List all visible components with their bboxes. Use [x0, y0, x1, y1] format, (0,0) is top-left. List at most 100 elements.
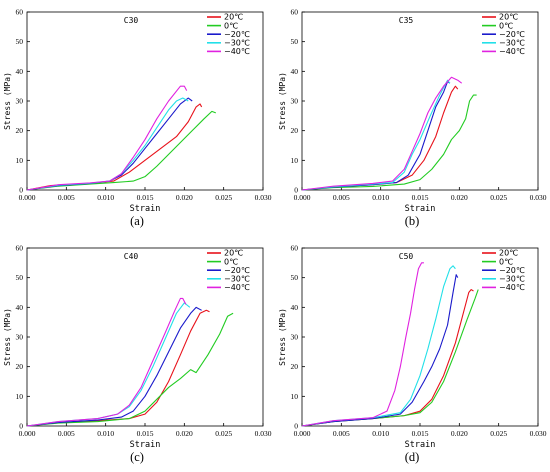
- x-tick-label: 0.025: [215, 193, 232, 202]
- x-axis-label: Strain: [130, 440, 161, 450]
- x-axis-label: Strain: [405, 204, 436, 214]
- y-tick-label: 40: [16, 67, 24, 76]
- y-tick-label: 20: [291, 362, 299, 371]
- x-tick-label: 0.000: [294, 193, 311, 202]
- series-line-0c: [26, 110, 216, 191]
- x-tick-label: 0.010: [372, 429, 389, 438]
- x-tick-label: 0.000: [294, 429, 311, 438]
- legend-label-20c: 20℃: [499, 249, 518, 258]
- y-tick-label: 0: [294, 422, 298, 431]
- y-tick-label: 50: [16, 273, 24, 282]
- x-tick-label: 0.020: [451, 429, 468, 438]
- panel-label-c: (c): [130, 450, 144, 464]
- y-tick-label: 10: [16, 392, 24, 401]
- y-tick-label: 40: [291, 67, 299, 76]
- panel-d: 0.000 0.005 0.010 0.015 0.020 0.025 0.030 0 10 20…: [275, 236, 550, 472]
- x-tick-label: 0.000: [19, 429, 36, 438]
- legend-label-0c: 0℃: [224, 21, 238, 30]
- series-line-20c: [301, 288, 474, 427]
- x-tick-label: 0.005: [58, 429, 75, 438]
- legend-label-20c: 20℃: [224, 249, 243, 258]
- x-tick-label: 0.030: [530, 193, 547, 202]
- x-tick-label: 0.000: [19, 193, 36, 202]
- y-tick-label: 0: [19, 186, 23, 195]
- chart-a: 0.000 0.005 0.010 0.015 0.020 0.025 0.030 0 10 20…: [3, 8, 272, 215]
- y-axis-label: Stress (MPa): [3, 308, 12, 366]
- x-axis-label: Strain: [405, 440, 436, 450]
- legend-label-20c: 20℃: [224, 13, 243, 22]
- legend-label-0c: 0℃: [499, 21, 513, 30]
- legend-label-minus40c: −40℃: [499, 283, 525, 292]
- legend-label-0c: 0℃: [499, 257, 513, 266]
- chart-title: C30: [124, 16, 139, 25]
- y-tick-label: 40: [16, 303, 24, 312]
- x-axis-label: Strain: [130, 204, 161, 214]
- x-tick-label: 0.010: [97, 193, 114, 202]
- series-line-0c: [26, 312, 234, 427]
- x-tick-label: 0.020: [176, 193, 193, 202]
- chart-b: 0.000 0.005 0.010 0.015 0.020 0.025 0.030 0 10 20…: [278, 8, 547, 215]
- legend-label-minus20c: −20℃: [499, 266, 525, 275]
- chart-d: 0.000 0.005 0.010 0.015 0.020 0.025 0.030 0 10 20…: [278, 244, 547, 451]
- legend-label-minus20c: −20℃: [224, 266, 250, 275]
- y-tick-label: 60: [16, 244, 24, 253]
- panel-label-b: (b): [404, 214, 420, 228]
- x-tick-label: 0.030: [530, 429, 547, 438]
- x-tick-label: 0.020: [451, 193, 468, 202]
- y-tick-label: 20: [16, 126, 24, 135]
- y-tick-label: 10: [291, 392, 299, 401]
- series-line-minus40c: [26, 297, 187, 427]
- y-tick-label: 50: [291, 37, 299, 46]
- legend-label-minus20c: −20℃: [499, 30, 525, 39]
- y-axis-label: Stress (MPa): [278, 308, 287, 366]
- series-line-minus40c: [301, 262, 424, 427]
- x-tick-label: 0.030: [255, 193, 272, 202]
- x-tick-label: 0.015: [137, 193, 154, 202]
- series-line-0c: [301, 94, 477, 191]
- series-line-minus30c: [26, 97, 189, 191]
- legend-label-minus20c: −20℃: [224, 30, 250, 39]
- y-tick-label: 30: [291, 97, 299, 106]
- y-tick-label: 30: [16, 97, 24, 106]
- y-tick-label: 60: [291, 244, 299, 253]
- chart-title: C50: [399, 252, 414, 261]
- y-tick-label: 20: [291, 126, 299, 135]
- legend-label-0c: 0℃: [224, 257, 238, 266]
- y-tick-label: 60: [16, 8, 24, 17]
- y-tick-label: 10: [16, 156, 24, 165]
- chart-title: C35: [399, 16, 414, 25]
- series-line-minus20c: [301, 81, 451, 191]
- legend-label-minus30c: −30℃: [224, 39, 250, 48]
- legend-label-20c: 20℃: [499, 13, 518, 22]
- y-tick-label: 30: [291, 333, 299, 342]
- x-tick-label: 0.030: [255, 429, 272, 438]
- y-tick-label: 0: [19, 422, 23, 431]
- series-line-0c: [301, 289, 479, 427]
- x-tick-label: 0.005: [333, 429, 350, 438]
- y-tick-label: 50: [16, 37, 24, 46]
- x-tick-label: 0.025: [490, 193, 507, 202]
- series-line-minus40c: [301, 76, 463, 191]
- legend-label-minus40c: −40℃: [224, 283, 250, 292]
- chart-c: 0.000 0.005 0.010 0.015 0.020 0.025 0.030 0 10 20…: [3, 244, 272, 451]
- chart-title: C40: [124, 252, 139, 261]
- legend-label-minus40c: −40℃: [224, 47, 250, 56]
- legend-label-minus30c: −30℃: [499, 275, 525, 284]
- x-tick-label: 0.025: [490, 429, 507, 438]
- y-tick-label: 10: [291, 156, 299, 165]
- x-tick-label: 0.025: [215, 429, 232, 438]
- series-line-minus30c: [301, 79, 451, 191]
- x-tick-label: 0.015: [137, 429, 154, 438]
- legend-label-minus30c: −30℃: [224, 275, 250, 284]
- series-line-minus20c: [301, 274, 459, 427]
- y-axis-label: Stress (MPa): [278, 72, 287, 130]
- y-tick-label: 60: [291, 8, 299, 17]
- panel-label-d: (d): [404, 450, 420, 464]
- x-tick-label: 0.010: [97, 429, 114, 438]
- series-line-20c: [301, 85, 459, 191]
- series-line-minus30c: [26, 302, 191, 427]
- legend-label-minus40c: −40℃: [499, 47, 525, 56]
- y-tick-label: 40: [291, 303, 299, 312]
- x-tick-label: 0.015: [412, 193, 429, 202]
